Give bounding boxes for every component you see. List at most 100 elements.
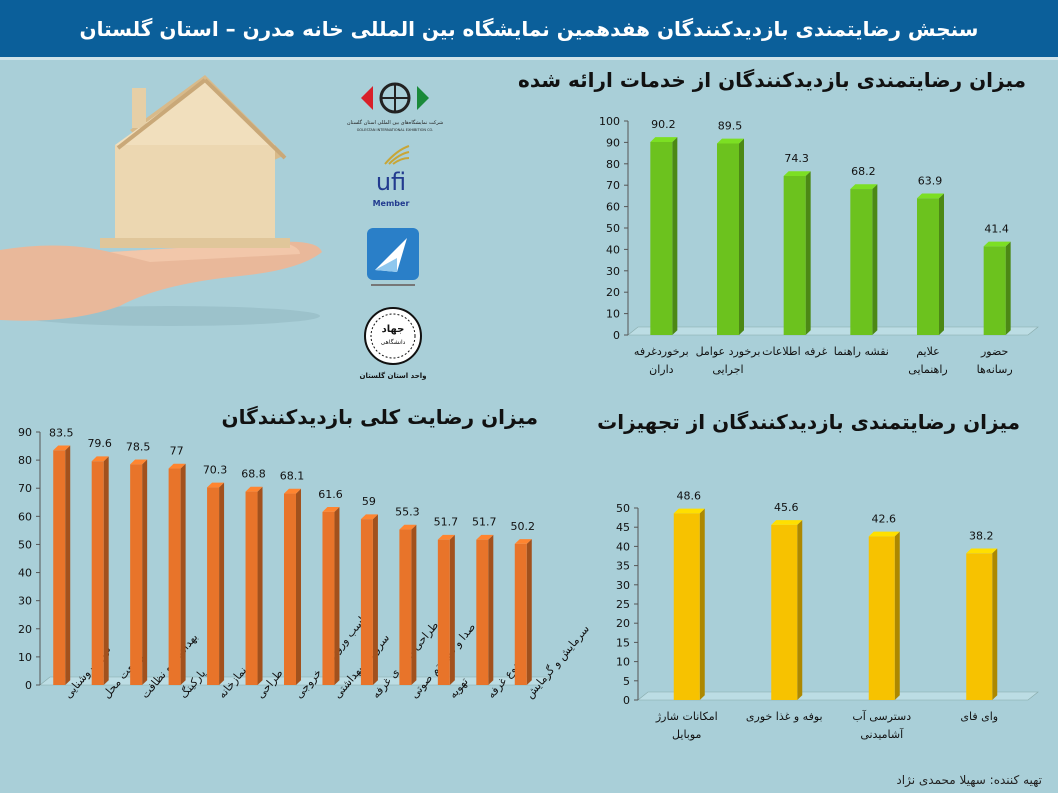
bar-front xyxy=(717,143,739,335)
bar xyxy=(284,488,301,685)
data-label: 45.6 xyxy=(774,501,799,514)
y-tick-label: 40 xyxy=(616,540,630,553)
bar-side xyxy=(142,459,148,685)
data-label: 90.2 xyxy=(651,118,676,131)
y-tick-label: 30 xyxy=(616,579,630,592)
data-label: 70.3 xyxy=(203,463,228,476)
y-tick-label: 50 xyxy=(606,222,620,235)
bar-top xyxy=(650,137,678,142)
bar xyxy=(130,459,148,685)
bar-top xyxy=(983,241,1011,247)
y-tick-label: 35 xyxy=(616,560,630,573)
jahad-logo-subtext: دانشگاهی xyxy=(381,338,406,346)
bar-top xyxy=(284,488,301,494)
y-tick-label: 40 xyxy=(18,567,32,580)
data-label: 41.4 xyxy=(984,222,1009,235)
bar-top xyxy=(53,445,71,451)
bar-top xyxy=(437,534,455,540)
bar-front xyxy=(130,464,143,685)
data-label: 48.6 xyxy=(677,489,702,502)
y-tick-label: 0 xyxy=(613,329,620,342)
x-tick-label: اجرایی xyxy=(712,363,743,376)
bar-front xyxy=(966,553,993,700)
chart-floor xyxy=(627,326,1039,336)
bar-front xyxy=(673,513,700,700)
bar-top xyxy=(673,508,705,514)
bar-side xyxy=(797,520,803,700)
overall-chart-title: میزان رضایت کلی بازدیدکنندگان xyxy=(221,405,538,429)
bar xyxy=(673,508,705,700)
bar-front xyxy=(53,450,66,685)
bar-side xyxy=(872,184,878,335)
x-tick-label: وای فای xyxy=(960,710,998,723)
bar-top xyxy=(850,184,878,190)
data-label: 61.6 xyxy=(318,488,343,501)
bar xyxy=(868,531,900,700)
x-tick-label: آشامیدنی xyxy=(860,727,904,741)
bar xyxy=(168,463,186,685)
y-tick-label: 80 xyxy=(606,158,620,171)
data-label: 79.6 xyxy=(87,437,112,450)
x-tick-label: حضور xyxy=(980,345,1008,358)
bar-top xyxy=(399,524,417,530)
bar-top xyxy=(868,531,900,537)
jahad-unit-text: واحد استان گلستان xyxy=(360,371,427,380)
bar-side xyxy=(411,524,417,685)
y-tick-label: 90 xyxy=(18,426,32,439)
bar-side xyxy=(992,548,998,700)
bar xyxy=(91,456,109,685)
data-label: 63.9 xyxy=(918,174,943,187)
y-tick-label: 10 xyxy=(18,651,32,664)
bar xyxy=(53,445,71,685)
data-label: 51.7 xyxy=(434,516,459,529)
y-tick-label: 100 xyxy=(599,115,620,128)
y-tick-label: 20 xyxy=(606,286,620,299)
bar xyxy=(783,171,811,335)
bar xyxy=(771,520,803,700)
bar-side xyxy=(219,482,225,685)
ufi-logo: ufi Member xyxy=(373,145,410,208)
data-label: 68.1 xyxy=(280,470,305,483)
x-tick-label: موبایل xyxy=(672,728,701,741)
bar xyxy=(917,193,944,335)
bar-front xyxy=(322,511,335,685)
bar xyxy=(514,539,532,685)
y-tick-label: 0 xyxy=(623,694,630,707)
bar-side xyxy=(334,507,340,685)
bar-side xyxy=(180,463,186,685)
bar-side xyxy=(488,534,494,685)
bar xyxy=(360,514,378,685)
bar-front xyxy=(245,491,258,685)
bar-top xyxy=(130,459,148,465)
bar xyxy=(717,138,744,335)
data-label: 55.3 xyxy=(395,506,420,519)
bar-front xyxy=(868,536,895,700)
x-tick-label: سرمایش و گرمایش xyxy=(523,622,592,700)
data-label: 51.7 xyxy=(472,516,497,529)
bar-side xyxy=(65,445,71,685)
bar-top xyxy=(168,463,186,469)
bar xyxy=(476,534,494,685)
data-label: 42.6 xyxy=(872,512,897,525)
bar-top xyxy=(966,548,998,554)
bar-side xyxy=(296,488,301,685)
x-tick-label: راهنمایی xyxy=(908,363,947,376)
bar xyxy=(966,548,998,700)
y-tick-label: 10 xyxy=(616,656,630,669)
bar xyxy=(650,137,678,335)
y-tick-label: 25 xyxy=(616,598,630,611)
bar-top xyxy=(514,539,532,544)
page-title: سنجش رضایتمندی بازدیدکنندگان هفدهمین نما… xyxy=(0,0,1058,60)
chart-floor xyxy=(637,691,1039,701)
ufi-member-text: Member xyxy=(373,199,410,208)
bar-top xyxy=(771,520,803,525)
bar-front xyxy=(983,246,1006,335)
bar-front xyxy=(360,519,373,685)
y-tick-label: 50 xyxy=(616,502,630,515)
bar-front xyxy=(917,198,939,335)
equipment-chart-title: میزان رضایتمندی بازدیدکنندگان از تجهیزات xyxy=(597,410,1020,434)
bar-top xyxy=(360,514,378,520)
y-tick-label: 10 xyxy=(606,308,620,321)
equipment-bar-chart: 0 5 10 15 20 25 30 35 40 45 50 48.6 امکانات شارژ موبا… xyxy=(616,489,1039,741)
x-tick-label: رسانه‌ها xyxy=(977,363,1013,376)
